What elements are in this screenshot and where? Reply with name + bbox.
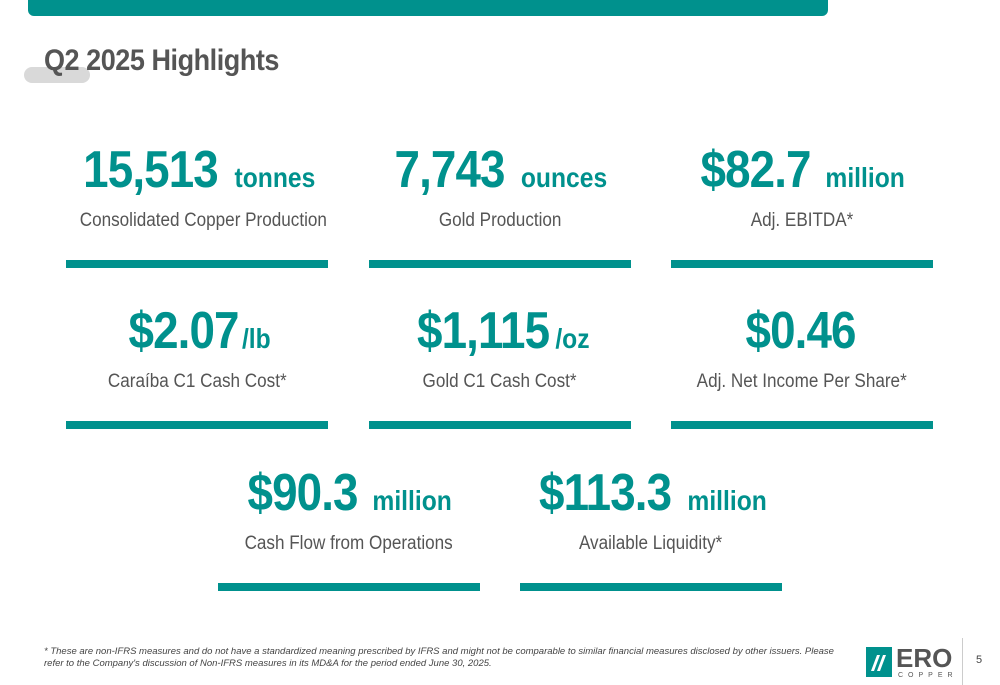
top-accent-bar (28, 0, 828, 16)
metric-value: $113.3 (538, 464, 672, 522)
page-number: 5 (976, 654, 983, 666)
metric-label: Caraíba C1 Cash Cost* (107, 371, 287, 392)
metric-divider (369, 421, 631, 429)
metric-label: Cash Flow from Operations (244, 533, 454, 554)
logo-subtitle: COPPER (898, 672, 958, 679)
metric-value: $2.07 (128, 302, 240, 360)
metric-label: Consolidated Copper Production (79, 210, 327, 231)
metric-divider (218, 583, 480, 591)
metric-value: $1,115 (417, 302, 550, 360)
metric-unit: million (825, 162, 906, 193)
metric-adj-net-income-per-share: $0.46 Adj. Net Income Per Share* (671, 301, 933, 429)
title-underline-pill (24, 67, 90, 83)
metric-value: 7,743 (394, 141, 506, 199)
metric-divider (66, 260, 328, 268)
metric-caraiba-c1-cash-cost: $2.07 /lb Caraíba C1 Cash Cost* (66, 301, 328, 429)
metric-unit: tonnes (234, 162, 315, 193)
metric-unit: million (372, 485, 453, 516)
logo-name: ERO (896, 643, 953, 673)
page-number-divider (962, 638, 1000, 685)
metric-value: 15,513 (82, 141, 219, 199)
metric-unit: million (687, 485, 767, 516)
metric-divider (671, 260, 933, 268)
metric-available-liquidity: $113.3 million Available Liquidity* (520, 463, 782, 591)
metric-value: $82.7 (700, 141, 812, 199)
metric-label: Adj. Net Income Per Share* (696, 371, 908, 392)
metric-adj-ebitda: $82.7 million Adj. EBITDA* (671, 140, 933, 268)
metric-unit: ounces (520, 162, 607, 193)
metric-label: Adj. EBITDA* (750, 210, 854, 231)
metric-copper-production: 15,513 tonnes Consolidated Copper Produc… (66, 140, 328, 268)
metric-divider (671, 421, 933, 429)
metric-unit: /oz (554, 323, 590, 354)
metric-label: Available Liquidity* (579, 533, 723, 554)
metric-value: $90.3 (247, 464, 359, 522)
page-title: Q2 2025 Highlights (44, 44, 279, 77)
metric-gold-production: 7,743 ounces Gold Production (369, 140, 631, 268)
footnote: * These are non-IFRS measures and do not… (44, 646, 834, 669)
metric-label: Gold Production (438, 210, 562, 231)
metric-gold-c1-cash-cost: $1,115 /oz Gold C1 Cash Cost* (369, 301, 631, 429)
metric-value: $0.46 (745, 302, 857, 360)
ero-copper-logo-icon (866, 647, 892, 677)
metric-label: Gold C1 Cash Cost* (423, 371, 577, 392)
metric-divider (66, 421, 328, 429)
ero-copper-logo: ERO COPPER (866, 643, 958, 681)
metric-unit: /lb (242, 323, 271, 354)
metric-divider (520, 583, 782, 591)
metric-cash-flow-from-operations: $90.3 million Cash Flow from Operations (218, 463, 480, 591)
metric-divider (369, 260, 631, 268)
